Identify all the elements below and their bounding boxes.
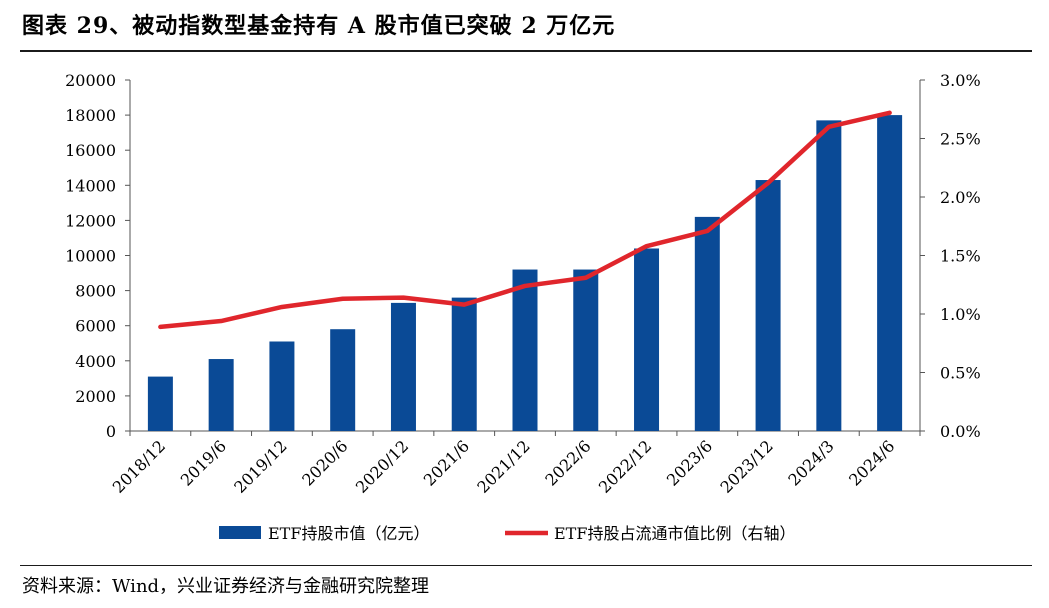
title-rule	[20, 50, 1032, 52]
x-tick-label: 2023/12	[716, 436, 776, 496]
left-tick-label: 12000	[65, 211, 116, 230]
left-tick-label: 4000	[75, 352, 116, 371]
x-tick-label: 2024/6	[845, 436, 898, 489]
legend: ETF持股市值（亿元） ETF持股占流通市值比例（右轴）	[219, 524, 795, 543]
left-tick-label: 2000	[75, 387, 116, 406]
right-tick-label: 0.5%	[940, 364, 981, 383]
bars	[147, 115, 903, 432]
bar	[877, 115, 903, 431]
bar	[330, 329, 356, 431]
x-tick-label: 2020/12	[352, 436, 412, 496]
source-rule	[20, 565, 1032, 566]
bar	[390, 302, 416, 431]
x-tick-label: 2024/3	[784, 436, 837, 489]
bar	[451, 297, 477, 431]
ratio-line-path	[158, 110, 892, 330]
bar	[634, 248, 660, 431]
left-tick-label: 0	[106, 422, 116, 441]
right-tick-label: 3.0%	[940, 71, 981, 90]
source-note: 资料来源：Wind，兴业证券经济与金融研究院整理	[22, 576, 430, 597]
left-tick-label: 18000	[65, 106, 116, 125]
bar	[573, 269, 599, 431]
left-tick-label: 10000	[65, 247, 116, 266]
x-tick-label: 2021/12	[473, 436, 533, 496]
x-tick-label: 2018/12	[109, 436, 169, 496]
bar	[269, 341, 295, 431]
legend-bar-swatch	[219, 526, 261, 539]
legend-line-label: ETF持股占流通市值比例（右轴）	[554, 524, 795, 543]
bar	[512, 269, 538, 431]
x-tick-label: 2023/6	[663, 436, 716, 489]
left-tick-label: 14000	[65, 176, 116, 195]
right-tick-label: 0.0%	[940, 422, 981, 441]
bar	[147, 376, 173, 431]
chart-title: 图表 29、被动指数型基金持有 A 股市值已突破 2 万亿元	[22, 13, 616, 39]
right-tick-label: 1.0%	[940, 305, 981, 324]
x-tick-label: 2021/6	[420, 436, 473, 489]
bar	[755, 180, 781, 431]
left-tick-label: 6000	[75, 317, 116, 336]
left-tick-label: 20000	[65, 71, 116, 90]
left-tick-label: 8000	[75, 282, 116, 301]
legend-bar-label: ETF持股市值（亿元）	[268, 524, 429, 543]
ratio-line	[158, 110, 892, 330]
x-tick-label: 2020/6	[298, 436, 351, 489]
bar	[694, 216, 720, 431]
bar	[208, 359, 234, 431]
x-tick-label: 2019/12	[230, 436, 290, 496]
x-tick-label: 2022/6	[541, 436, 594, 489]
right-tick-label: 2.0%	[940, 188, 981, 207]
bar	[816, 120, 842, 432]
left-tick-label: 16000	[65, 141, 116, 160]
x-tick-label: 2019/6	[177, 436, 230, 489]
right-tick-label: 1.5%	[940, 247, 981, 266]
right-tick-label: 2.5%	[940, 130, 981, 149]
x-tick-label: 2022/12	[595, 436, 655, 496]
